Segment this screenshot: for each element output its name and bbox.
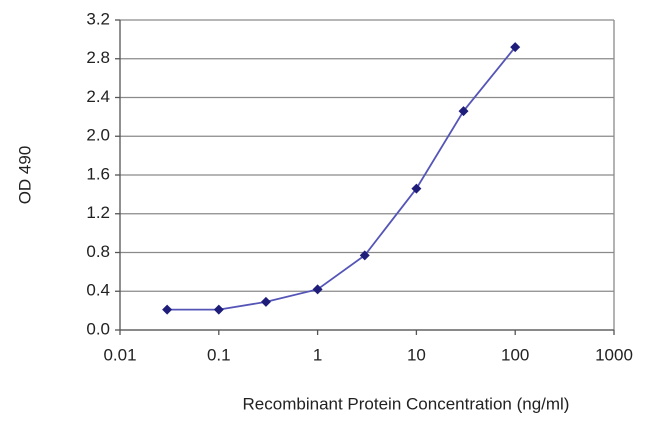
y-tick-label: 2.0 bbox=[86, 126, 110, 145]
data-marker bbox=[458, 106, 469, 117]
y-tick-label: 3.2 bbox=[86, 9, 110, 28]
y-axis-label: OD 490 bbox=[15, 146, 34, 205]
data-marker bbox=[411, 183, 422, 194]
y-tick-label: 0.0 bbox=[86, 319, 110, 338]
x-tick-label: 10 bbox=[407, 345, 426, 364]
x-axis-label: Recombinant Protein Concentration (ng/ml… bbox=[243, 394, 570, 413]
data-marker bbox=[359, 250, 370, 261]
y-tick-label: 0.4 bbox=[86, 281, 110, 300]
data-marker bbox=[260, 296, 271, 307]
data-marker bbox=[510, 42, 521, 53]
x-tick-label: 0.1 bbox=[207, 345, 231, 364]
x-tick-label: 100 bbox=[501, 345, 529, 364]
data-line bbox=[167, 46, 516, 311]
y-tick-label: 1.2 bbox=[86, 203, 110, 222]
data-marker bbox=[312, 284, 323, 295]
y-tick-label: 2.4 bbox=[86, 87, 110, 106]
y-tick-label: 1.6 bbox=[86, 164, 110, 183]
x-tick-label: 0.01 bbox=[103, 345, 136, 364]
x-tick-label: 1 bbox=[313, 345, 322, 364]
y-tick-label: 0.8 bbox=[86, 242, 110, 261]
x-tick-label: 1000 bbox=[595, 345, 633, 364]
data-marker bbox=[213, 304, 224, 315]
data-marker bbox=[162, 304, 173, 315]
y-tick-label: 2.8 bbox=[86, 48, 110, 67]
